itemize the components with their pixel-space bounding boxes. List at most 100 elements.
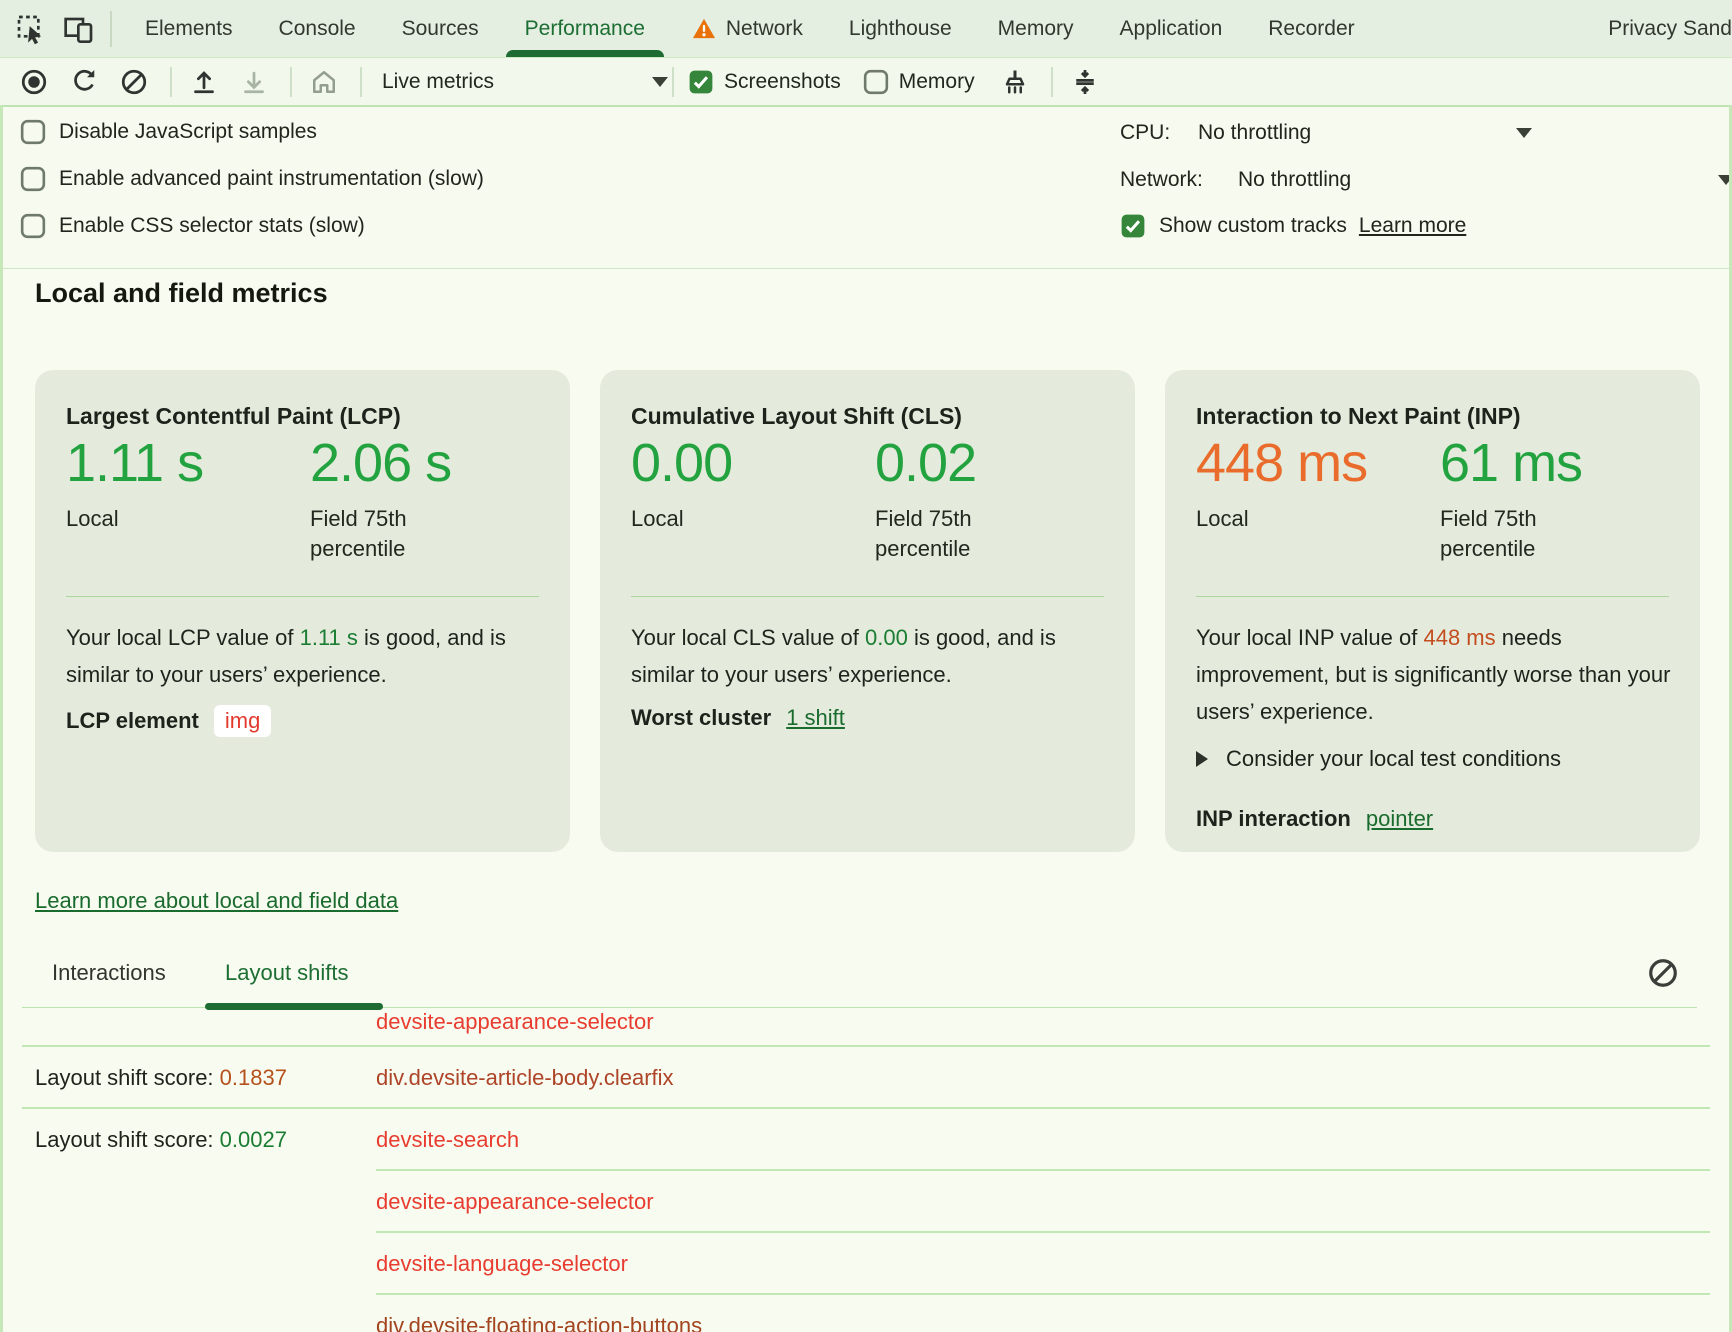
checkbox-label: Enable CSS selector stats (slow) <box>59 214 365 237</box>
advanced-paint-checkbox[interactable]: Enable advanced paint instrumentation (s… <box>20 161 484 197</box>
custom-tracks-learn-more-link[interactable]: Learn more <box>1358 214 1467 237</box>
network-warning-icon <box>691 16 717 42</box>
tabbar-separator <box>110 10 112 47</box>
screenshots-checkbox[interactable]: Screenshots <box>688 69 841 95</box>
node-link[interactable]: devsite-appearance-selector <box>376 1189 654 1214</box>
active-tab-underline <box>205 1003 383 1010</box>
tab-network[interactable]: Network <box>668 0 826 57</box>
layout-shift-row: devsite-language-selector <box>0 1251 1732 1279</box>
collapse-icon <box>1075 69 1094 94</box>
tab-console[interactable]: Console <box>256 0 379 57</box>
toolbar-separator <box>672 66 674 97</box>
tab-recorder[interactable]: Recorder <box>1245 0 1377 57</box>
node-link[interactable]: div.devsite-article-body.clearfix <box>376 1065 674 1090</box>
performance-toolbar: Live metrics Screenshots Memory <box>0 58 1732 107</box>
tab-application[interactable]: Application <box>1097 0 1246 57</box>
window-edge-right <box>1729 105 1732 1332</box>
tab-label: Application <box>1119 16 1223 40</box>
block-icon <box>1649 959 1677 987</box>
inp-field-label: Field 75th percentile <box>1440 506 1537 561</box>
network-throttle-value[interactable]: No throttling <box>1238 168 1352 191</box>
worst-cluster-link[interactable]: 1 shift <box>786 705 845 730</box>
tab-lighthouse[interactable]: Lighthouse <box>826 0 975 57</box>
window-edge-left <box>0 105 3 1332</box>
device-toolbar-button[interactable] <box>62 12 96 46</box>
tab-elements[interactable]: Elements <box>122 0 256 57</box>
show-custom-tracks-checkbox[interactable]: Show custom tracks Learn more <box>1120 208 1466 244</box>
live-metrics-dropdown[interactable]: Live metrics <box>382 70 668 94</box>
checkbox-checked-icon <box>689 70 713 93</box>
lcp-local-value: 1.11 s <box>66 433 204 493</box>
inp-card-title: Interaction to Next Paint (INP) <box>1196 403 1521 429</box>
gc-brush-button[interactable] <box>997 64 1033 100</box>
inspect-element-button[interactable] <box>14 12 48 46</box>
inp-description: Your local INP value of 448 ms needs imp… <box>1196 625 1671 724</box>
reload-and-record-button[interactable] <box>66 64 102 100</box>
node-link[interactable]: devsite-appearance-selector <box>376 1009 654 1034</box>
block-icon <box>121 69 147 94</box>
memory-checkbox[interactable]: Memory <box>863 69 975 95</box>
inp-interaction-link[interactable]: pointer <box>1365 806 1434 831</box>
clear-recording-button[interactable] <box>116 64 152 100</box>
reload-icon <box>74 69 95 91</box>
record-button[interactable] <box>16 64 52 100</box>
node-link[interactable]: devsite-search <box>376 1127 520 1152</box>
live-metrics-log-tabs: Interactions Layout shifts <box>0 948 1732 1010</box>
tab-sources[interactable]: Sources <box>379 0 502 57</box>
load-profile-button[interactable] <box>186 64 222 100</box>
lcp-description: Your local LCP value of 1.11 s is good, … <box>66 625 506 687</box>
checkbox-label: Show custom tracks <box>1159 214 1347 237</box>
checkbox-unchecked-icon <box>20 213 46 239</box>
tab-privacy-sandbox[interactable]: Privacy Sand <box>1585 0 1732 57</box>
save-profile-button[interactable] <box>236 64 272 100</box>
collapse-sections-button[interactable] <box>1067 64 1103 100</box>
card-divider <box>1196 596 1669 597</box>
tab-label: Lighthouse <box>848 16 952 40</box>
disable-js-samples-checkbox[interactable]: Disable JavaScript samples <box>20 114 317 150</box>
lcp-element-node-link[interactable]: img <box>213 705 272 737</box>
layout-shift-row: devsite-appearance-selector <box>0 1189 1732 1217</box>
row-separator <box>376 1169 1710 1171</box>
page-title: Local and field metrics <box>35 278 328 308</box>
local-field-learn-more-link[interactable]: Learn more about local and field data <box>35 888 399 913</box>
cls-field-value: 0.02 <box>875 433 977 493</box>
home-button[interactable] <box>306 64 342 100</box>
row-separator <box>22 1107 1710 1109</box>
chevron-down-icon[interactable] <box>1718 175 1732 185</box>
row-separator <box>22 1045 1710 1047</box>
brush-icon <box>1005 70 1024 93</box>
screenshots-label: Screenshots <box>724 69 841 93</box>
chevron-down-icon <box>652 76 668 87</box>
toolbar-separator <box>170 66 172 97</box>
tab-memory[interactable]: Memory <box>975 0 1097 57</box>
device-toolbar-icon <box>64 17 93 43</box>
checkbox-label: Disable JavaScript samples <box>59 120 317 143</box>
network-throttle-label: Network: <box>1120 168 1203 191</box>
inp-interaction-row: INP interaction pointer <box>1196 806 1433 832</box>
tab-label: Memory <box>997 16 1074 40</box>
cls-description: Your local CLS value of 0.00 is good, an… <box>631 625 1056 687</box>
cpu-throttle-value[interactable]: No throttling <box>1198 121 1312 144</box>
worst-cluster-label: Worst cluster <box>631 705 772 730</box>
clear-log-button[interactable] <box>1646 956 1680 990</box>
node-link[interactable]: devsite-language-selector <box>376 1251 628 1276</box>
tab-label: Console <box>278 16 356 40</box>
card-divider <box>631 596 1104 597</box>
home-icon <box>313 70 335 93</box>
node-link[interactable]: div.devsite-floating-action-buttons <box>376 1313 703 1332</box>
capture-settings-panel: Disable JavaScript samples Enable advanc… <box>0 107 1732 269</box>
tab-label: Network <box>725 16 803 40</box>
tab-label: Recorder <box>1268 16 1355 40</box>
consider-local-conditions-row[interactable]: Consider your local test conditions <box>1196 746 1561 772</box>
upload-icon <box>194 70 214 93</box>
tab-performance[interactable]: Performance <box>502 0 668 57</box>
chevron-down-icon[interactable] <box>1516 128 1532 138</box>
devtools-tabbar: Elements Console Sources Performance Net… <box>0 0 1732 58</box>
tab-interactions[interactable]: Interactions <box>52 960 166 985</box>
toolbar-separator <box>1050 66 1053 97</box>
layout-shift-row: Layout shift score: 0.0027 devsite-searc… <box>35 1127 520 1152</box>
css-selector-stats-checkbox[interactable]: Enable CSS selector stats (slow) <box>20 208 365 244</box>
record-icon <box>21 69 47 94</box>
tab-layout-shifts[interactable]: Layout shifts <box>225 960 349 985</box>
cls-card: Cumulative Layout Shift (CLS) 0.00 0.02 … <box>600 370 1135 852</box>
